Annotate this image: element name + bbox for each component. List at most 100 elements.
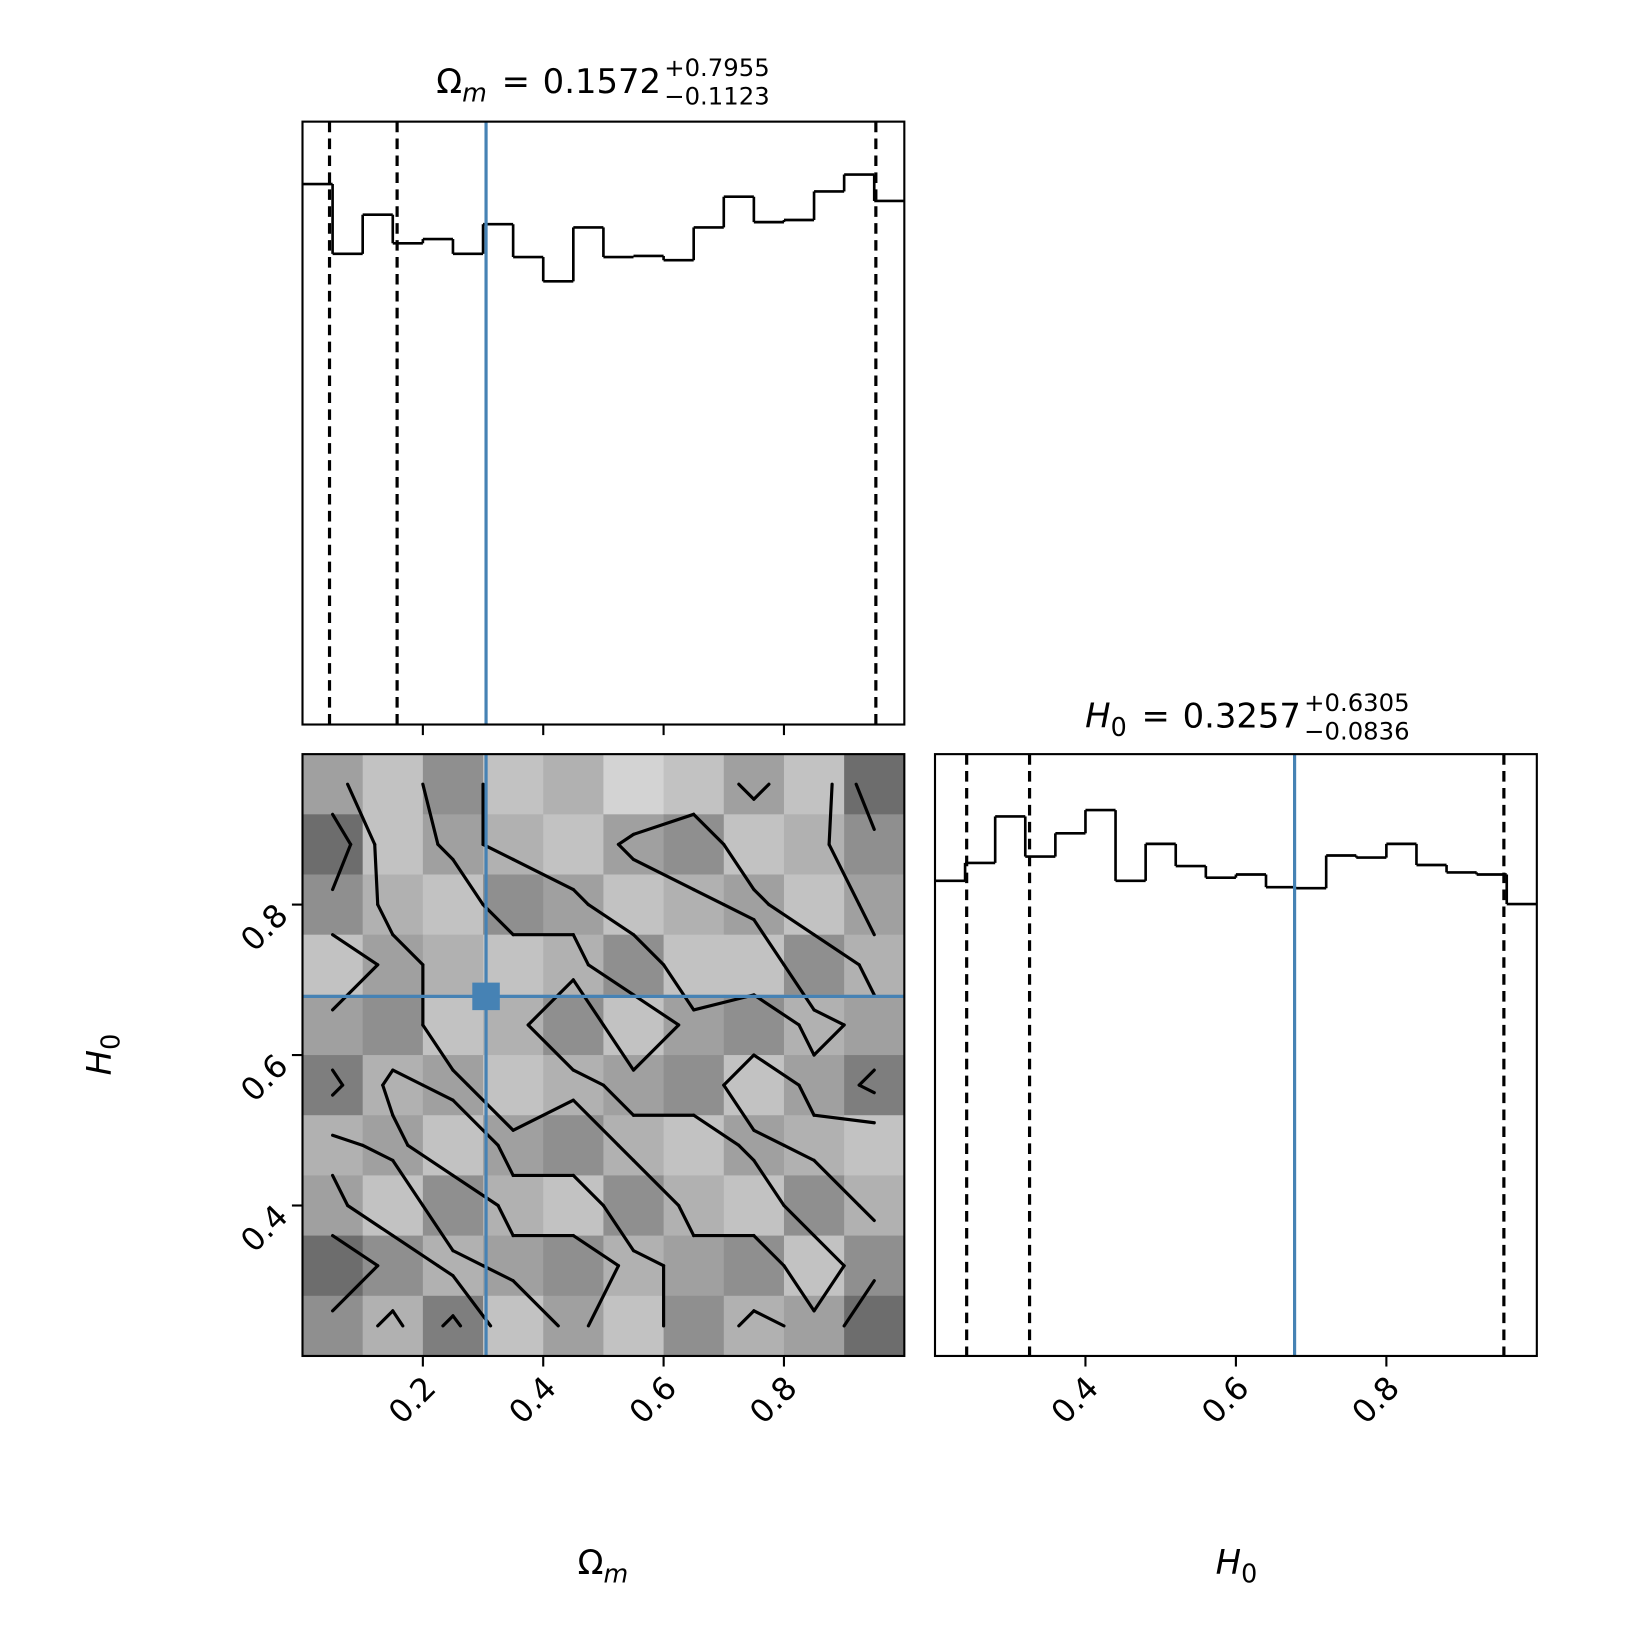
- contour: [391, 1113, 410, 1147]
- contour: [391, 1309, 405, 1328]
- contour: [812, 1264, 846, 1313]
- x-tick-label: 0.6: [623, 1370, 684, 1431]
- contour: [421, 782, 440, 846]
- contour: [692, 1113, 741, 1147]
- density-cell: [663, 1295, 725, 1357]
- contour: [421, 1203, 455, 1253]
- contour: [331, 1133, 365, 1147]
- title-plus: +0.7955: [664, 53, 769, 82]
- contour: [331, 1173, 350, 1208]
- axes-frame: [301, 120, 906, 726]
- density-cell: [723, 934, 785, 996]
- y-tick-label: 0.4: [234, 1198, 295, 1259]
- contour: [677, 1203, 696, 1238]
- label-param: Ω: [578, 1543, 604, 1582]
- contour: [441, 1314, 455, 1328]
- contour: [526, 1023, 575, 1072]
- contour: [496, 1143, 515, 1178]
- contour: [466, 1083, 515, 1132]
- contour: [631, 1249, 666, 1268]
- contour: [812, 1234, 846, 1268]
- density-cell: [362, 814, 424, 876]
- contour: [421, 1083, 455, 1102]
- contour: [586, 1264, 621, 1328]
- contour: [767, 903, 816, 937]
- contour: [331, 1264, 380, 1313]
- contour: [373, 842, 380, 907]
- density-cell: [483, 1115, 544, 1176]
- title-eq: =: [1142, 697, 1170, 736]
- density-cell: [422, 874, 484, 936]
- contour: [331, 1083, 345, 1097]
- density-cell: [362, 1115, 424, 1176]
- contour: [511, 1279, 560, 1328]
- density-cell: [362, 1235, 424, 1297]
- contour: [752, 1158, 786, 1208]
- x-axis-label: H0: [1216, 1543, 1258, 1588]
- contour: [797, 1023, 816, 1057]
- contour: [631, 933, 666, 967]
- y-tick-label: 0.6: [234, 1048, 295, 1109]
- label-sub: m: [603, 1558, 628, 1588]
- density-cell: [302, 1175, 364, 1237]
- contour: [391, 1158, 425, 1208]
- contour: [752, 993, 801, 1027]
- density-cell: [844, 1235, 905, 1297]
- contour: [631, 1158, 681, 1208]
- contour: [737, 1309, 756, 1328]
- title-sub: m: [462, 78, 487, 108]
- title-2: H0 = 0.3257: [1085, 697, 1301, 742]
- contour: [451, 1173, 500, 1208]
- contour: [381, 1068, 395, 1087]
- contour: [752, 782, 771, 801]
- x-tick-label: 0.4: [1045, 1370, 1106, 1431]
- density-cell: [302, 1055, 364, 1116]
- contour: [451, 1098, 500, 1147]
- contour: [481, 1264, 515, 1283]
- density-cell: [723, 1235, 785, 1297]
- density-cell: [603, 1115, 665, 1176]
- contour: [436, 842, 455, 862]
- density-cell: [663, 1115, 725, 1176]
- x-axis-label: Ωm: [578, 1543, 629, 1588]
- density-cell: [603, 754, 665, 815]
- contour: [481, 903, 515, 937]
- contour: [797, 1083, 816, 1117]
- density-cell: [362, 1175, 424, 1237]
- contour: [854, 782, 876, 831]
- density-cell: [723, 754, 785, 815]
- contour: [782, 1264, 816, 1313]
- contour: [812, 1008, 846, 1027]
- contour: [391, 1068, 425, 1087]
- density-cell: [362, 1055, 424, 1116]
- contour: [571, 887, 590, 907]
- x-tick-label: 0.8: [743, 1370, 804, 1431]
- contour: [616, 1143, 636, 1162]
- density-cell: [844, 814, 905, 876]
- contour: [571, 1068, 605, 1087]
- contour: [662, 963, 696, 1012]
- title-minus: −0.0836: [1304, 716, 1409, 745]
- density-cell: [844, 1295, 905, 1357]
- title-eq: =: [502, 62, 530, 101]
- density-cell: [844, 994, 905, 1056]
- density-cell: [663, 1175, 725, 1237]
- density-cell: [663, 934, 725, 996]
- truth-marker: [472, 982, 500, 1011]
- contour: [631, 857, 696, 892]
- density-cell: [422, 1055, 484, 1116]
- density-cell: [362, 874, 424, 936]
- contour: [421, 1023, 455, 1072]
- contour: [722, 1053, 756, 1087]
- density-cell: [302, 994, 364, 1056]
- density-cell: [783, 1115, 845, 1176]
- contour: [481, 842, 515, 862]
- contour: [737, 782, 756, 801]
- contour: [857, 1203, 876, 1223]
- x-tick-label: 0.6: [1195, 1370, 1256, 1431]
- contour: [436, 1264, 455, 1278]
- density-cell: [483, 754, 544, 815]
- density-cell: [603, 874, 665, 936]
- density-cell: [302, 1235, 364, 1297]
- contour: [381, 1083, 395, 1117]
